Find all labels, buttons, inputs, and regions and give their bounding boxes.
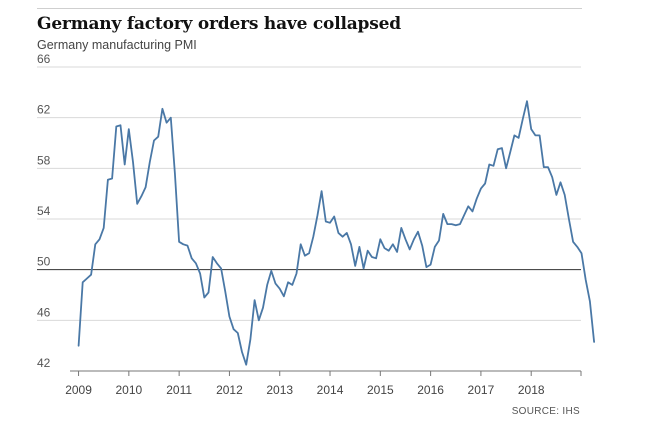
x-tick-label-2015: 2015 [367,383,394,397]
y-tick-label-50: 50 [37,255,51,269]
x-tick-label-2011: 2011 [166,383,192,397]
chart-subtitle: Germany manufacturing PMI [37,38,197,52]
y-tick-label-54: 54 [37,204,51,218]
series-line-0 [77,100,595,366]
y-tick-label-46: 46 [37,305,51,319]
chart-title: Germany factory orders have collapsed [37,14,401,34]
y-tick-label-66: 66 [37,52,51,66]
x-tick-label-2009: 2009 [65,383,92,397]
top-rule [37,8,582,9]
y-tick-label-58: 58 [37,153,51,167]
y-tick-label-42: 42 [37,356,51,370]
x-tick-label-2018: 2018 [518,383,545,397]
y-tick-label-62: 62 [37,103,51,117]
source-note: SOURCE: IHS [511,406,580,417]
x-tick-label-2014: 2014 [317,383,344,397]
x-tick-label-2016: 2016 [417,383,444,397]
x-tick-label-2017: 2017 [468,383,495,397]
x-tick-label-2012: 2012 [216,383,243,397]
x-tick-label-2013: 2013 [266,383,293,397]
x-tick-label-2010: 2010 [115,383,142,397]
